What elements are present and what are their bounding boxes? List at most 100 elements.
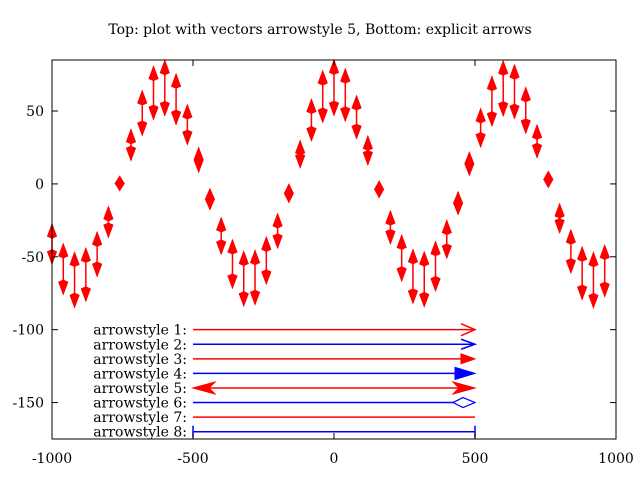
- vector-tail: [588, 251, 599, 268]
- vector-head: [69, 292, 80, 309]
- vector-head: [509, 103, 520, 120]
- arrow-label: arrowstyle 7:: [93, 410, 187, 426]
- vector-head: [80, 286, 91, 303]
- vector-head: [159, 100, 170, 117]
- vector-head: [441, 243, 452, 260]
- vector-head: [531, 142, 543, 159]
- vector-head: [91, 261, 103, 278]
- vector-tail: [216, 216, 227, 233]
- vector-tail: [317, 69, 328, 86]
- arrow-label: arrowstyle 2:: [93, 337, 187, 353]
- arrow-label: arrowstyle 5:: [93, 381, 187, 397]
- vector-head: [170, 109, 182, 126]
- y-tick-label: -100: [13, 323, 44, 339]
- vector-tail: [227, 238, 238, 255]
- vector-tail: [565, 228, 577, 245]
- vector-head: [385, 229, 396, 245]
- arrow-label: arrowstyle 4:: [93, 366, 187, 382]
- x-tick-label: 1000: [598, 451, 634, 467]
- vector-tail: [419, 250, 430, 267]
- vector-tail: [498, 59, 509, 76]
- vector-head: [351, 123, 362, 140]
- vector-tail: [261, 235, 272, 252]
- vector-head: [430, 276, 441, 293]
- y-tick-label: -150: [13, 396, 44, 412]
- vector-tail: [69, 251, 80, 268]
- vector-tail: [373, 180, 385, 192]
- vector-head: [238, 291, 249, 308]
- vector-head: [306, 126, 317, 143]
- vector-tail: [103, 205, 114, 222]
- y-tick-label: 0: [35, 177, 44, 193]
- vector-head: [577, 284, 588, 301]
- vector-head: [498, 101, 509, 118]
- arrow-head: [451, 396, 477, 409]
- vector-head: [486, 111, 498, 128]
- x-tick-label: 0: [330, 451, 339, 467]
- y-tick-label: 50: [26, 104, 44, 120]
- vector-tail: [148, 65, 159, 82]
- arrow-head: [454, 366, 477, 381]
- vector-head: [249, 289, 261, 306]
- vector-head: [340, 106, 351, 123]
- arrow-head: [460, 338, 478, 350]
- arrow-head: [460, 322, 477, 337]
- explicit-arrows: arrowstyle 1:arrowstyle 2:arrowstyle 3:a…: [93, 322, 478, 441]
- vector-tail: [531, 123, 543, 140]
- vector-head: [182, 129, 193, 146]
- x-tick-label: -500: [177, 451, 208, 467]
- vector-head: [396, 266, 407, 283]
- vector-tail: [340, 67, 351, 84]
- vector-head: [588, 292, 599, 309]
- vector-tail: [430, 240, 441, 257]
- vector-tail: [407, 248, 419, 265]
- vector-tail: [125, 128, 137, 145]
- y-tick-label: -50: [21, 250, 44, 266]
- vector-head: [362, 149, 373, 166]
- vector-tail: [441, 219, 452, 236]
- vector-head: [554, 218, 565, 235]
- vector-tail: [543, 170, 554, 182]
- vector-tail: [385, 209, 396, 226]
- vector-head: [565, 258, 577, 275]
- vector-tail: [193, 146, 204, 163]
- vector-tail: [80, 246, 91, 263]
- arrow-label: arrowstyle 3:: [93, 352, 187, 368]
- vector-head: [317, 107, 328, 124]
- vector-head: [599, 281, 610, 298]
- vector-tail: [509, 63, 520, 80]
- vector-tail: [351, 94, 362, 111]
- vector-tail: [159, 59, 170, 76]
- vector-tail: [58, 242, 69, 259]
- vector-tail: [520, 86, 531, 103]
- vector-marks: [46, 58, 610, 309]
- arrow-head: [460, 353, 477, 365]
- vector-tail: [238, 250, 249, 267]
- vector-head: [125, 145, 137, 162]
- x-tick-label: 500: [462, 451, 489, 467]
- vector-tail: [486, 75, 498, 92]
- vector-tail: [137, 89, 148, 106]
- arrow-head: [451, 381, 477, 395]
- vector-tail: [295, 139, 306, 156]
- vector-head: [520, 118, 531, 135]
- vector-head: [295, 152, 306, 169]
- vector-head: [216, 239, 227, 256]
- x-tick-label: -1000: [32, 451, 72, 467]
- vector-head: [227, 273, 238, 290]
- vector-head: [328, 100, 340, 117]
- vector-tail: [204, 187, 216, 202]
- vector-tail: [91, 230, 103, 247]
- vector-tail: [362, 134, 373, 151]
- vector-tail: [249, 249, 261, 266]
- vector-tail: [306, 98, 317, 115]
- vector-tail: [396, 233, 407, 250]
- vector-head: [137, 120, 148, 137]
- arrow-label: arrowstyle 1:: [93, 323, 187, 339]
- arrow-label: arrowstyle 6:: [93, 396, 187, 412]
- vector-head: [407, 288, 419, 305]
- vector-head: [475, 132, 486, 149]
